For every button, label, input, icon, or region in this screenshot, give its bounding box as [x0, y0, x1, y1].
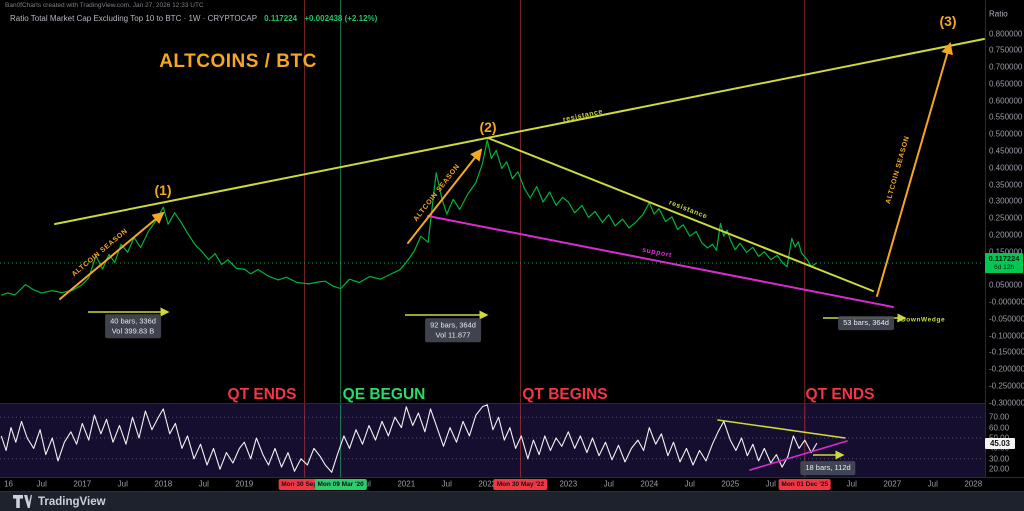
time-axis-event-badge[interactable]: Mon 01 Dec '25	[778, 479, 832, 490]
price-axis-tick: -0.200000	[989, 364, 1024, 374]
macro-event-label[interactable]: QT ENDS	[227, 386, 297, 403]
time-axis-event-badge[interactable]: Mon 09 Mar '20	[314, 479, 367, 490]
rising-resistance-line[interactable]	[54, 38, 985, 225]
tradingview-brand-text[interactable]: TradingView	[38, 495, 106, 508]
time-axis-label: Jul	[684, 479, 695, 489]
time-axis-label: 2019	[235, 479, 254, 489]
current-price-badge: 0.117224 6d 12h	[985, 253, 1023, 273]
symbol-title[interactable]: Ratio Total Market Cap Excluding Top 10 …	[10, 14, 257, 23]
time-axis-label: 2022	[478, 479, 497, 489]
watermark-text: Ban0fCharts created with TradingView.com…	[5, 2, 204, 9]
oscillator-axis-tick: 70.00	[989, 412, 1010, 422]
time-axis-label: 2025	[721, 479, 740, 489]
measure-info-line: 92 bars, 364d	[430, 320, 476, 330]
symbol-info-row[interactable]: Ratio Total Market Cap Excluding Top 10 …	[10, 14, 377, 23]
price-axis-tick: 0.250000	[989, 213, 1023, 223]
wave-label[interactable]: (1)	[154, 182, 172, 198]
drawing-label[interactable]: #DownWedge	[896, 316, 946, 324]
price-axis-title: Ratio	[989, 9, 1008, 19]
price-axis-tick: 0.700000	[989, 62, 1023, 72]
price-axis-tick: 0.800000	[989, 29, 1023, 39]
price-axis-tick: -0.100000	[989, 331, 1024, 341]
price-axis-tick: -0.300000	[989, 398, 1024, 408]
time-axis-event-badge[interactable]: Mon 30 Sep '19	[278, 479, 331, 490]
price-axis-tick: 0.150000	[989, 247, 1023, 257]
time-axis-label: 2018	[154, 479, 173, 489]
macro-event-label[interactable]: QE BEGUN	[342, 386, 426, 403]
price-axis-tick: 0.400000	[989, 163, 1023, 173]
last-price: 0.117224	[264, 14, 298, 23]
price-axis-tick: 0.550000	[989, 112, 1023, 122]
price-axis-border	[985, 0, 986, 477]
price-axis-tick: 0.450000	[989, 146, 1023, 156]
time-axis-label: Jul	[603, 479, 614, 489]
oscillator-value-badge: 45.03	[985, 438, 1015, 449]
price-axis-tick: 0.600000	[989, 96, 1023, 106]
price-axis-tick: -0.150000	[989, 347, 1024, 357]
osc-wedge-lower-line[interactable]	[749, 440, 848, 471]
price-axis-tick: -0.000000	[989, 297, 1024, 307]
price-axis-tick: 0.200000	[989, 230, 1023, 240]
time-axis-label: Jul	[36, 479, 47, 489]
oscillator-axis-tick: 60.00	[989, 423, 1010, 433]
oscillator-axis-tick: 30.00	[989, 454, 1010, 464]
footer-bar: TradingView	[0, 491, 1024, 511]
measure-info-box[interactable]: 53 bars, 364d	[838, 316, 894, 330]
chart-title-drawing[interactable]: ALTCOINS / BTC	[159, 51, 317, 72]
time-axis-label: Jul	[198, 479, 209, 489]
price-axis-tick: 0.350000	[989, 180, 1023, 190]
macro-event-label[interactable]: QT ENDS	[805, 386, 875, 403]
measure-info-line: Vol 11.877	[435, 330, 471, 339]
osc-wedge-upper-line[interactable]	[717, 419, 846, 439]
time-axis-label: Jul	[846, 479, 857, 489]
measure-info-line: 53 bars, 364d	[843, 318, 889, 328]
price-axis-tick: 0.050000	[989, 280, 1023, 290]
axis-separator	[0, 477, 1024, 478]
bar-countdown: 6d 12h	[994, 264, 1014, 271]
measure-info-line: Vol 399.83 B	[111, 326, 155, 335]
current-price-value: 0.117224	[988, 254, 1020, 263]
time-axis-label: Jul	[765, 479, 776, 489]
altseason-arrow-1[interactable]	[59, 211, 165, 300]
wedge-support-line[interactable]	[427, 215, 894, 308]
measure-info-box[interactable]: 40 bars, 336d Vol 399.83 B	[105, 314, 161, 338]
time-axis-label: 2023	[559, 479, 578, 489]
ratio-series-line	[1, 139, 818, 296]
pane-separator[interactable]	[0, 403, 985, 404]
oscillator-axis-tick: 20.00	[989, 464, 1010, 474]
macro-event-label[interactable]: QT BEGINS	[522, 386, 608, 403]
time-axis-label: 16	[4, 479, 13, 489]
price-axis-tick: -0.250000	[989, 381, 1024, 391]
altseason-arrow-3[interactable]	[876, 42, 953, 297]
wedge-resistance-line[interactable]	[487, 137, 874, 292]
price-axis-tick: 0.300000	[989, 196, 1023, 206]
time-axis-event-badge[interactable]: Mon 30 May '22	[493, 479, 548, 490]
time-axis-label: 2024	[640, 479, 659, 489]
time-axis-label: Jul	[927, 479, 938, 489]
price-axis-tick: 0.500000	[989, 129, 1023, 139]
time-axis-label: 2028	[964, 479, 983, 489]
measure-info-line: 18 bars, 112d	[805, 463, 851, 473]
altseason-arrow-2[interactable]	[407, 148, 483, 244]
time-axis-label: Jul	[117, 479, 128, 489]
wave-label[interactable]: (3)	[939, 13, 957, 29]
price-axis-tick: -0.050000	[989, 314, 1024, 324]
time-axis-label: 2027	[883, 479, 902, 489]
price-axis-tick: 0.750000	[989, 45, 1023, 55]
price-change: +0.002438 (+2.12%)	[304, 14, 378, 23]
time-axis-label: 2021	[397, 479, 416, 489]
oscillator-series-line	[0, 404, 818, 473]
time-axis-label: 2017	[73, 479, 92, 489]
measure-info-box[interactable]: 92 bars, 364d Vol 11.877	[425, 318, 481, 342]
wave-label[interactable]: (2)	[479, 119, 497, 135]
measure-info-line: 40 bars, 336d	[110, 316, 156, 326]
measure-info-box[interactable]: 18 bars, 112d	[800, 461, 856, 475]
tradingview-logo-icon[interactable]	[13, 495, 32, 508]
time-axis-label: Jul	[441, 479, 452, 489]
price-axis-tick: 0.650000	[989, 79, 1023, 89]
